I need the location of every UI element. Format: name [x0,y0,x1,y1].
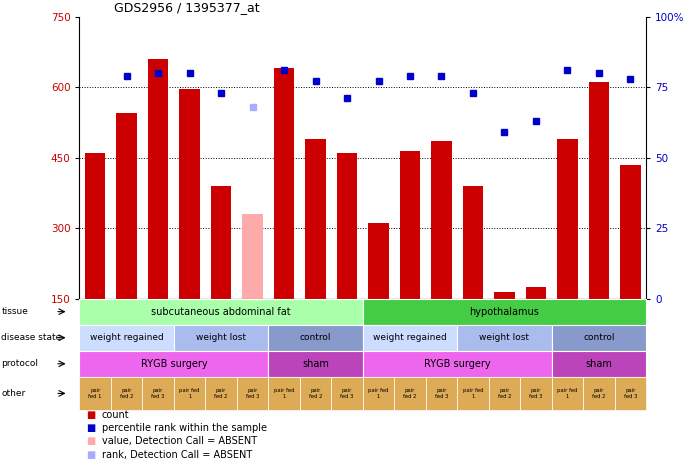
Text: sham: sham [302,359,329,369]
Bar [117,113,137,299]
Text: pair fed
1: pair fed 1 [180,388,200,399]
Bar [463,186,483,299]
Text: control: control [300,333,331,342]
Text: ■: ■ [86,436,95,447]
Text: pair
fed 1: pair fed 1 [88,388,102,399]
Text: pair
fed 2: pair fed 2 [120,388,133,399]
Text: pair fed
1: pair fed 1 [557,388,578,399]
Text: RYGB surgery: RYGB surgery [424,359,491,369]
Bar [557,139,578,299]
Text: subcutaneous abdominal fat: subcutaneous abdominal fat [151,307,291,317]
Bar [243,214,263,299]
Text: pair
fed 2: pair fed 2 [498,388,511,399]
Text: ■: ■ [86,449,95,460]
Bar [305,139,325,299]
Text: tissue: tissue [1,307,28,316]
Text: pair
fed 2: pair fed 2 [214,388,228,399]
Bar [620,164,641,299]
Bar [180,90,200,299]
Text: GDS2956 / 1395377_at: GDS2956 / 1395377_at [114,1,260,14]
Text: pair
fed 3: pair fed 3 [529,388,542,399]
Bar [337,153,357,299]
Text: protocol: protocol [1,359,39,368]
Text: pair
fed 3: pair fed 3 [246,388,259,399]
Text: other: other [1,389,26,398]
Text: count: count [102,410,129,420]
Text: pair
fed 2: pair fed 2 [309,388,322,399]
Text: control: control [583,333,614,342]
Bar [494,292,515,299]
Text: disease state: disease state [1,333,61,342]
Bar [148,59,169,299]
Text: percentile rank within the sample: percentile rank within the sample [102,423,267,433]
Text: value, Detection Call = ABSENT: value, Detection Call = ABSENT [102,436,256,447]
Text: hypothalamus: hypothalamus [469,307,540,317]
Bar [368,223,389,299]
Text: ■: ■ [86,423,95,433]
Text: pair
fed 3: pair fed 3 [341,388,354,399]
Text: weight regained: weight regained [373,333,447,342]
Text: pair fed
1: pair fed 1 [274,388,294,399]
Bar [526,287,546,299]
Text: pair fed
1: pair fed 1 [368,388,389,399]
Text: rank, Detection Call = ABSENT: rank, Detection Call = ABSENT [102,449,252,460]
Bar [431,141,452,299]
Text: pair fed
1: pair fed 1 [463,388,483,399]
Text: pair
fed 3: pair fed 3 [151,388,165,399]
Bar [211,186,231,299]
Text: pair
fed 2: pair fed 2 [404,388,417,399]
Text: pair
fed 3: pair fed 3 [435,388,448,399]
Text: weight lost: weight lost [196,333,246,342]
Bar [274,68,294,299]
Text: RYGB surgery: RYGB surgery [140,359,207,369]
Text: pair
fed 3: pair fed 3 [624,388,637,399]
Bar [85,153,106,299]
Text: pair
fed 2: pair fed 2 [592,388,605,399]
Bar [400,151,420,299]
Text: weight lost: weight lost [480,333,529,342]
Bar [589,82,609,299]
Text: sham: sham [585,359,612,369]
Text: weight regained: weight regained [90,333,164,342]
Text: ■: ■ [86,410,95,420]
